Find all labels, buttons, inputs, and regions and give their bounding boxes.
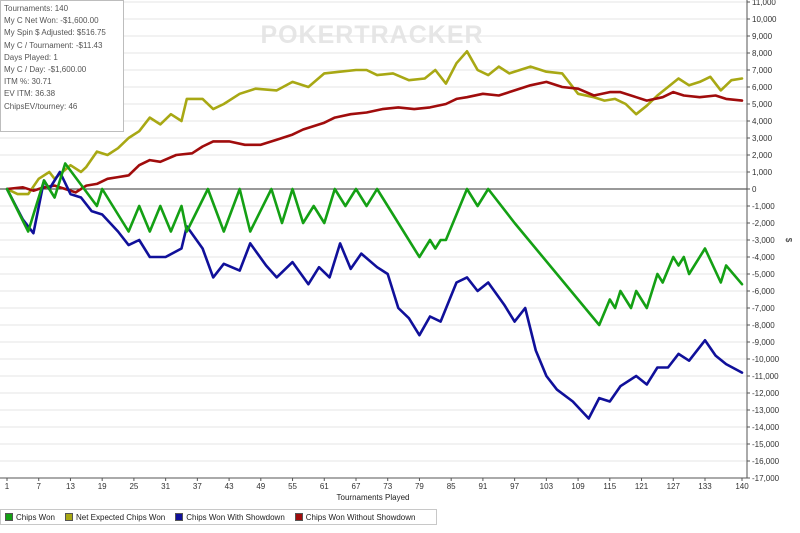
stat-row: Days Played: 1 [4, 52, 58, 62]
x-tick-label: 140 [735, 482, 749, 491]
y-tick-label: -5,000 [752, 270, 775, 279]
y-tick-label: -2,000 [752, 219, 775, 228]
y-tick-label: -8,000 [752, 321, 775, 330]
y-tick-label: -17,000 [752, 474, 780, 483]
stat-row: ITM %: 30.71 [4, 77, 52, 87]
legend-item: Chips Won With Showdown [175, 513, 285, 522]
x-tick-label: 61 [320, 482, 329, 491]
y-tick-label: -12,000 [752, 389, 780, 398]
y-tick-label: 0 [752, 185, 757, 194]
legend-label: Chips Won Without Showdown [305, 512, 416, 522]
x-tick-label: 85 [447, 482, 456, 491]
stats-panel: Tournaments: 140 My C Net Won: -$1,600.00… [0, 0, 124, 132]
series-lines [5, 49, 744, 420]
y-tick-label: 10,000 [752, 15, 777, 24]
x-tick-label: 55 [288, 482, 297, 491]
legend-swatch [5, 513, 13, 521]
legend-swatch [294, 513, 303, 521]
y-tick-label: -13,000 [752, 406, 780, 415]
y-tick-label: -9,000 [752, 338, 775, 347]
y-tick-label: 11,000 [752, 0, 776, 7]
y-tick-label: 9,000 [752, 32, 773, 41]
y-tick-label: -14,000 [752, 423, 780, 432]
stat-row: ChipsEV/tourney: 46 [4, 101, 78, 111]
y-tick-label: 2,000 [752, 151, 773, 160]
stat-row: Tournaments: 140 [4, 4, 69, 13]
gridlines [0, 1, 747, 479]
x-tick-label: 109 [571, 482, 585, 491]
x-tick-label: 31 [161, 482, 170, 491]
legend-label: Chips Won With Showdown [186, 512, 285, 522]
x-tick-label: 25 [129, 482, 138, 491]
chart-legend: Chips Won Net Expected Chips Won Chips Won… [0, 509, 437, 525]
legend-item: Chips Won [5, 513, 55, 522]
x-tick-label: 37 [193, 482, 202, 491]
stat-row: My Spin $ Adjusted: $516.75 [4, 28, 106, 38]
series-line-net-expected-chips-won [5, 49, 744, 196]
x-tick-label: 7 [37, 482, 42, 491]
legend-item: Net Expected Chips Won [64, 512, 166, 522]
x-tick-label: 43 [225, 482, 234, 491]
y-tick-label: 8,000 [752, 49, 773, 58]
x-tick-label: 19 [98, 482, 107, 491]
y-axis-title: $ [784, 238, 793, 243]
x-tick-label: 121 [635, 482, 649, 491]
x-tick-label: 13 [66, 482, 75, 491]
y-tick-label: -10,000 [752, 355, 780, 364]
x-tick-label: 103 [540, 482, 554, 491]
series-line-chips-won [5, 162, 744, 327]
y-tick-label: 5,000 [752, 100, 773, 109]
x-tick-label: 1 [5, 482, 10, 491]
stat-row: EV ITM: 36.38 [4, 89, 56, 99]
legend-swatch [64, 513, 73, 521]
x-tick-label: 49 [256, 482, 265, 491]
x-tick-labels: 1 7 13 19 25 31 37 43 49 55 61 67 73 79 85 91 97 103 109 11… [5, 478, 749, 491]
legend-label: Net Expected Chips Won [75, 512, 166, 522]
y-tick-label: -16,000 [752, 457, 780, 466]
x-tick-label: 127 [667, 482, 681, 491]
x-tick-label: 91 [478, 482, 487, 491]
y-tick-label: 1,000 [752, 168, 773, 177]
legend-item: Chips Won Without Showdown [294, 512, 416, 522]
y-tick-label: -7,000 [752, 304, 775, 313]
y-tick-labels: 11,000 10,000 9,000 8,000 7,000 6,000 5,000 4,0… [747, 0, 780, 483]
axes [0, 0, 748, 479]
y-tick-label: 3,000 [752, 134, 773, 143]
stat-row: My C / Tournament: -$11.43 [4, 40, 103, 50]
y-tick-label: -3,000 [752, 236, 775, 245]
x-tick-label: 115 [603, 482, 616, 491]
x-tick-label: 97 [510, 482, 519, 491]
legend-swatch [175, 513, 184, 521]
y-tick-label: -6,000 [752, 287, 775, 296]
x-tick-label: 79 [415, 482, 424, 491]
series-line-chips-won-without-showdown [5, 80, 744, 194]
pokertracker-watermark: POKERTRACKER [260, 21, 483, 49]
x-tick-label: 133 [698, 482, 712, 491]
y-tick-label: 4,000 [752, 117, 773, 126]
y-tick-label: -11,000 [752, 372, 779, 381]
y-tick-label: -4,000 [752, 253, 775, 262]
x-tick-label: 73 [383, 482, 392, 491]
stat-row: My C Net Won: -$1,600.00 [4, 16, 99, 26]
x-tick-label: 67 [352, 482, 361, 491]
y-tick-label: -1,000 [752, 202, 775, 211]
y-tick-label: 7,000 [752, 66, 773, 75]
x-axis-title: Tournaments Played [337, 493, 410, 502]
legend-label: Chips Won [16, 512, 55, 522]
series-line-chips-won-with-showdown [5, 170, 744, 420]
stat-row: My C / Day: -$1,600.00 [4, 65, 87, 75]
y-tick-label: -15,000 [752, 440, 780, 449]
y-tick-label: 6,000 [752, 83, 773, 92]
